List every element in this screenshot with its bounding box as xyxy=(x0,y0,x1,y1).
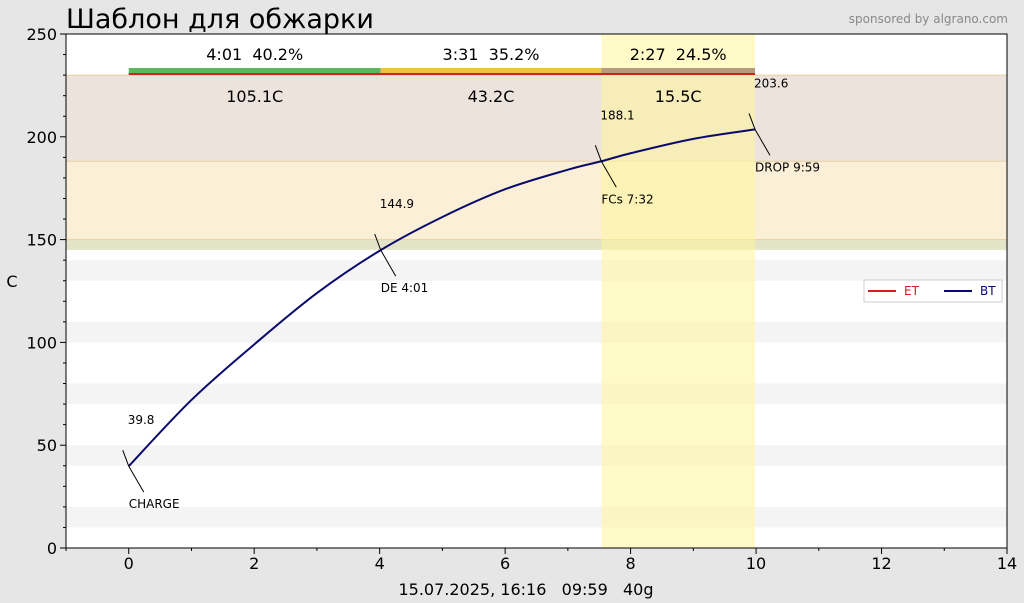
annotation-event-label: DE 4:01 xyxy=(381,281,429,295)
annotation-value: 39.8 xyxy=(128,413,155,427)
chart-title: Шаблон для обжарки xyxy=(66,4,374,35)
phase-duration-label: 3:31 35.2% xyxy=(443,45,540,64)
y-tick-label: 150 xyxy=(26,231,57,250)
annotation-leader-value xyxy=(122,449,130,467)
background-stripe xyxy=(66,445,1007,466)
x-tick-label: 0 xyxy=(124,554,134,573)
x-tick-label: 6 xyxy=(500,554,510,573)
legend-box xyxy=(863,279,1003,303)
annotation-leader-event xyxy=(380,249,397,277)
phase-duration-label: 4:01 40.2% xyxy=(206,45,303,64)
legend-label-et: ET xyxy=(904,284,920,298)
y-tick-label: 100 xyxy=(26,333,57,352)
sponsor-text: sponsored by algrano.com xyxy=(849,12,1008,26)
annotation-leader-event xyxy=(128,465,145,493)
background-stripe xyxy=(66,383,1007,405)
x-tick-label: 12 xyxy=(871,554,891,573)
background-stripe xyxy=(66,260,1007,281)
phase-delta-label: 15.5C xyxy=(655,87,702,106)
annotation-leader-value xyxy=(748,113,756,130)
annotation-value: 188.1 xyxy=(600,108,634,122)
temperature-band xyxy=(66,161,1007,240)
temperature-band xyxy=(66,75,1007,162)
annotation-value: 144.9 xyxy=(380,197,414,211)
series-line-bt xyxy=(128,128,756,467)
temperature-band xyxy=(66,239,1007,250)
legend: ET BT xyxy=(863,279,1003,303)
x-tick-label: 14 xyxy=(997,554,1017,573)
footer-text: 15.07.2025, 16:16 09:59 40g xyxy=(398,580,653,599)
phase-duration-label: 2:27 24.5% xyxy=(630,45,727,64)
annotation-leader-value xyxy=(594,145,602,162)
annotation-event-label: DROP 9:59 xyxy=(755,160,820,174)
annotation-leader-value xyxy=(374,233,382,251)
phase-bar xyxy=(128,68,381,74)
x-tick-label: 2 xyxy=(249,554,259,573)
x-tick-label: 4 xyxy=(375,554,385,573)
annotation-event-label: CHARGE xyxy=(129,497,180,511)
annotation-event-label: FCs 7:32 xyxy=(601,192,653,206)
phase-delta-label: 43.2C xyxy=(468,87,515,106)
annotation-value: 203.6 xyxy=(754,76,788,90)
phase-bar xyxy=(601,68,756,74)
annotation-leader-event xyxy=(600,161,617,188)
annotation-leader-event xyxy=(754,129,771,156)
x-tick-label: 8 xyxy=(626,554,636,573)
first-crack-region xyxy=(601,34,756,548)
phase-delta-label: 105.1C xyxy=(226,87,283,106)
y-tick-label: 250 xyxy=(26,25,57,44)
x-tick-label: 10 xyxy=(746,554,766,573)
y-tick-label: 200 xyxy=(26,128,57,147)
y-tick-label: 50 xyxy=(37,436,57,455)
background-stripe xyxy=(66,321,1007,343)
y-axis-label: C xyxy=(6,272,17,291)
legend-label-bt: BT xyxy=(980,284,996,298)
background-stripe xyxy=(66,506,1007,528)
phase-bar xyxy=(380,68,602,74)
plot-frame xyxy=(65,33,1008,549)
y-tick-label: 0 xyxy=(47,539,57,558)
